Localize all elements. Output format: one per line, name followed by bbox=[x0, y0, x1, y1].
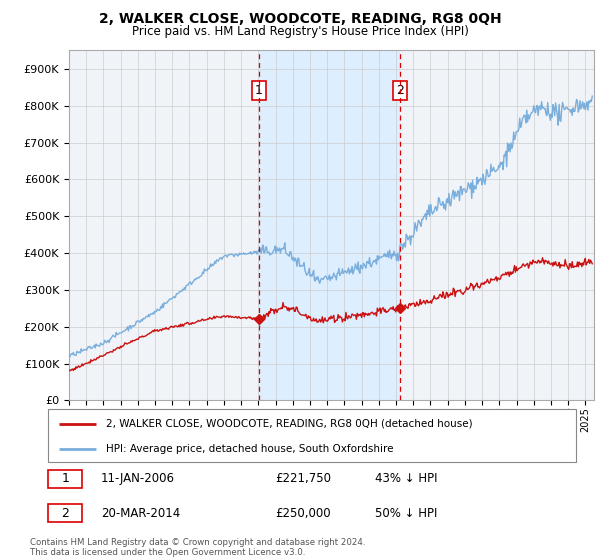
Text: 2: 2 bbox=[396, 84, 404, 97]
Text: 43% ↓ HPI: 43% ↓ HPI bbox=[376, 473, 438, 486]
FancyBboxPatch shape bbox=[48, 409, 576, 462]
Text: 11-JAN-2006: 11-JAN-2006 bbox=[101, 473, 175, 486]
Text: £221,750: £221,750 bbox=[275, 473, 331, 486]
Text: 20-MAR-2014: 20-MAR-2014 bbox=[101, 507, 180, 520]
Text: £250,000: £250,000 bbox=[275, 507, 331, 520]
Text: Contains HM Land Registry data © Crown copyright and database right 2024.
This d: Contains HM Land Registry data © Crown c… bbox=[30, 538, 365, 557]
Text: 2, WALKER CLOSE, WOODCOTE, READING, RG8 0QH: 2, WALKER CLOSE, WOODCOTE, READING, RG8 … bbox=[98, 12, 502, 26]
Text: 2: 2 bbox=[61, 507, 69, 520]
Bar bbox=[259, 50, 400, 400]
Text: 50% ↓ HPI: 50% ↓ HPI bbox=[376, 507, 438, 520]
FancyBboxPatch shape bbox=[48, 470, 82, 488]
FancyBboxPatch shape bbox=[48, 504, 82, 522]
Text: 1: 1 bbox=[61, 473, 69, 486]
Text: 2, WALKER CLOSE, WOODCOTE, READING, RG8 0QH (detached house): 2, WALKER CLOSE, WOODCOTE, READING, RG8 … bbox=[106, 419, 473, 429]
Text: 1: 1 bbox=[255, 84, 263, 97]
Text: Price paid vs. HM Land Registry's House Price Index (HPI): Price paid vs. HM Land Registry's House … bbox=[131, 25, 469, 38]
Text: HPI: Average price, detached house, South Oxfordshire: HPI: Average price, detached house, Sout… bbox=[106, 444, 394, 454]
